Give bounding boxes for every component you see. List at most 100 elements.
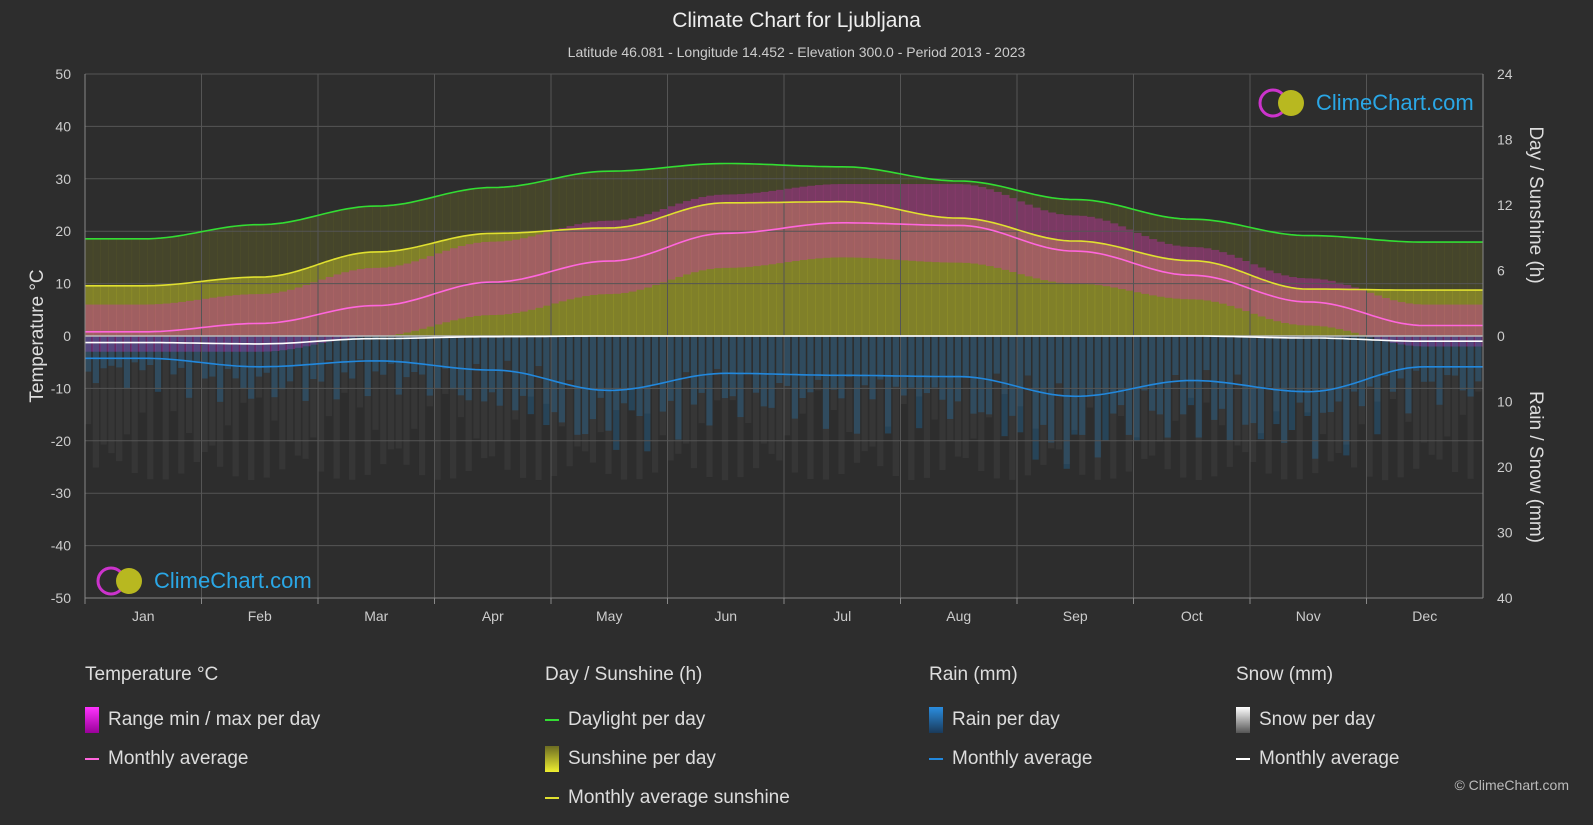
rain-column [193,336,200,363]
temp-range-band [815,185,824,259]
sunshine-band [1226,267,1235,336]
rain-column [659,336,666,412]
rain-column [1024,336,1031,376]
rain-column [1250,336,1257,424]
sunshine-band [1451,290,1461,336]
temp-range-band [954,184,964,263]
rain-column [434,336,441,389]
daylight-band [698,164,707,336]
sunshine-band [1086,241,1096,336]
temp-range-band [473,242,482,316]
snow-column [1180,336,1187,478]
snow-column [395,336,402,449]
snow-column [209,336,216,446]
sunshine-band [1024,233,1034,336]
snow-column [877,336,884,467]
brand-logo-top[interactable]: ClimeChart.com [1258,88,1474,118]
rain-column [683,336,690,373]
sunshine-band [706,203,715,336]
sunshine-band [690,206,700,336]
sunshine-band [939,217,948,336]
rain-avg-line [85,357,1483,398]
rain-column [1187,336,1195,406]
daylight-band [1141,212,1150,336]
temp-range-band [193,299,202,352]
daylight-band [1382,240,1391,336]
snow-column [1024,336,1031,476]
rain-column [1296,336,1303,403]
copyright: © ClimeChart.com [1454,777,1569,793]
daylight-band [939,180,948,336]
sunshine-band [92,285,102,336]
sunshine-band [869,204,878,336]
y-right-bottom-axis-title: Rain / Snow (mm) [1525,391,1546,543]
snow-column [822,336,830,480]
temp-range-band [1211,249,1220,302]
y-left-tick-label: -20 [51,433,71,449]
daylight-band [1420,242,1430,336]
snow-column [1451,336,1459,473]
daylight-band [512,185,521,336]
sunshine-band [442,239,451,336]
rain-column [846,336,853,377]
snow-column [760,336,767,444]
sunshine-band [310,265,319,336]
sunshine-band [737,202,746,336]
rain-column [1242,336,1249,425]
daylight-band [962,181,971,336]
temp-range-band [613,220,622,294]
rain-column [582,336,589,435]
daylight-band [310,216,319,336]
rain-column [1343,336,1350,456]
daylight-band [954,180,964,336]
brand-logo-bottom[interactable]: ClimeChart.com [96,566,312,596]
sunshine-band [1203,261,1212,336]
temp-range-band [962,184,971,263]
rain-column [263,336,270,373]
snow-column [1203,336,1210,403]
temp-range-band [768,190,777,265]
temp-range-band [1234,257,1243,309]
snow-column [1459,336,1466,415]
daylight-band [776,164,785,336]
y-left-tick-label: 0 [63,328,71,344]
daylight-band [807,166,816,336]
snow-column [535,336,542,481]
daylight-band [551,178,560,336]
daylight-band [1086,200,1096,336]
temp-range-band [1117,226,1127,290]
sunshine-band [916,214,925,336]
sunshine-band [752,202,762,336]
daylight-band [1094,201,1103,336]
rain-column [776,336,783,384]
rain-column [877,336,884,380]
rain-column [822,336,830,429]
snow-column [1218,336,1226,426]
daylight-band [263,224,272,336]
daylight-band [620,170,630,336]
rain-column [675,336,682,440]
sunshine-band [1428,290,1437,336]
snow-column [582,336,589,452]
daylight-band [465,189,474,336]
daylight-band [1405,241,1414,336]
snow-column [1257,336,1264,434]
rain-column [224,336,232,369]
snow-column [931,336,938,420]
rain-column [1094,336,1101,458]
sunshine-band [1343,289,1352,336]
sunshine-band [450,238,459,336]
rain-column [939,336,946,400]
sunshine-band [302,268,311,336]
temp-range-band [434,253,443,325]
sunshine-band [512,232,521,336]
temp-range-band [481,241,490,316]
sunshine-band [799,201,808,336]
sunshine-band [1110,245,1119,336]
daylight-band [566,175,575,336]
snow-column [1467,336,1474,479]
snow-column [916,336,923,397]
sunshine-band [1335,289,1344,336]
rain-column [1086,336,1094,395]
temp-range-band [1156,241,1166,297]
